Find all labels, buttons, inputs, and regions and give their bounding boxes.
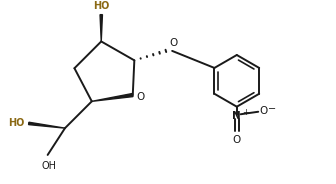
Text: O: O <box>170 38 178 48</box>
Text: +: + <box>242 108 249 117</box>
Polygon shape <box>92 93 133 101</box>
Text: O: O <box>233 135 241 145</box>
Text: N: N <box>233 111 241 121</box>
Text: HO: HO <box>9 118 25 128</box>
Text: HO: HO <box>93 1 110 11</box>
Text: −: − <box>268 104 276 114</box>
Polygon shape <box>100 15 102 41</box>
Text: O: O <box>136 92 144 102</box>
Text: O: O <box>260 106 268 116</box>
Polygon shape <box>29 122 65 128</box>
Text: OH: OH <box>42 161 57 171</box>
